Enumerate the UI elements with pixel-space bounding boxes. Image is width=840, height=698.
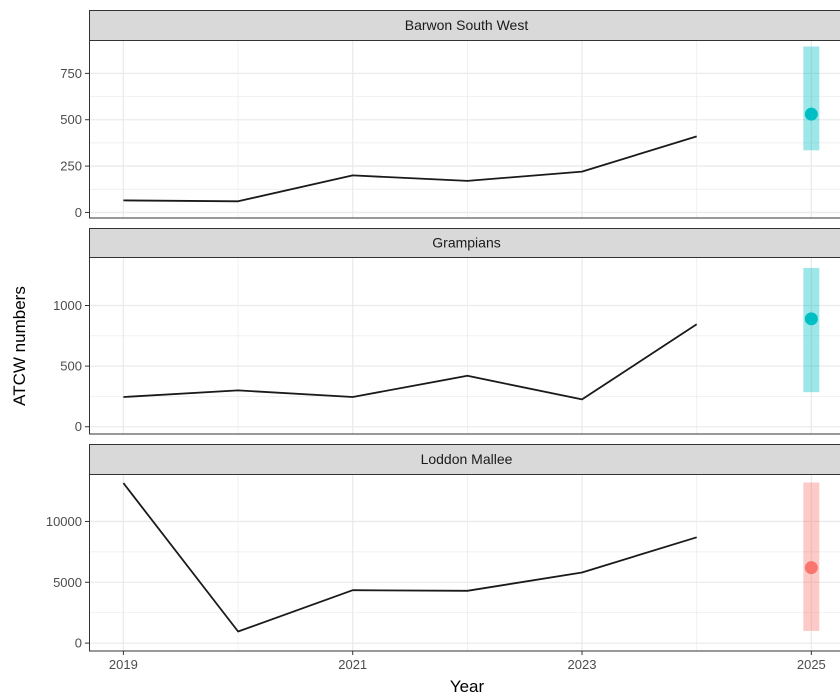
forecast-interval-bar: [803, 267, 820, 393]
y-tick-label: 5000: [53, 575, 82, 590]
x-tick-label: 2021: [338, 657, 367, 672]
y-tick-label: 750: [60, 66, 82, 81]
panel-background: [89, 40, 840, 218]
x-axis: 2019 2021 2023 2025: [109, 651, 826, 672]
y-tick-label: 1000: [53, 298, 82, 313]
y-tick-label: 500: [60, 112, 82, 127]
panel-background: [89, 257, 840, 434]
y-axis-title: ATCW numbers: [10, 286, 29, 406]
facet-strip-label: Loddon Mallee: [421, 451, 513, 467]
panel-background: [89, 474, 840, 651]
facet-strip: [89, 10, 840, 41]
forecast-point: [804, 561, 818, 575]
y-tick-label: 0: [75, 205, 82, 220]
facet-strip-label: Barwon South West: [405, 17, 529, 33]
forecast-interval-bar: [803, 46, 820, 151]
facet-panel: Loddon Mallee 0 5000 10000: [46, 444, 840, 652]
y-tick-label: 250: [60, 159, 82, 174]
y-tick-label: 500: [60, 359, 82, 374]
y-tick-label: 0: [75, 419, 82, 434]
x-tick-label: 2023: [568, 657, 597, 672]
chart-panels: Barwon South West 0 250 500 750 Grampians 0 500…: [46, 10, 840, 652]
facet-strip-label: Grampians: [432, 235, 500, 251]
forecast-interval-bar: [803, 482, 820, 631]
series-line: [122, 482, 697, 633]
series-line: [123, 135, 697, 203]
x-tick-label: 2025: [797, 657, 826, 672]
facet-panel: Grampians 0 500 1000: [53, 228, 840, 435]
facet-panel: Barwon South West 0 250 500 750: [60, 10, 840, 220]
facet-strip: [89, 444, 840, 475]
x-axis-title: Year: [450, 677, 485, 696]
forecast-point: [804, 107, 818, 121]
forecast-point: [804, 312, 818, 326]
x-tick-label: 2019: [109, 657, 138, 672]
y-tick-label: 10000: [46, 514, 82, 529]
facet-strip: [89, 228, 840, 258]
series-line: [123, 323, 698, 401]
y-tick-label: 0: [75, 636, 82, 651]
